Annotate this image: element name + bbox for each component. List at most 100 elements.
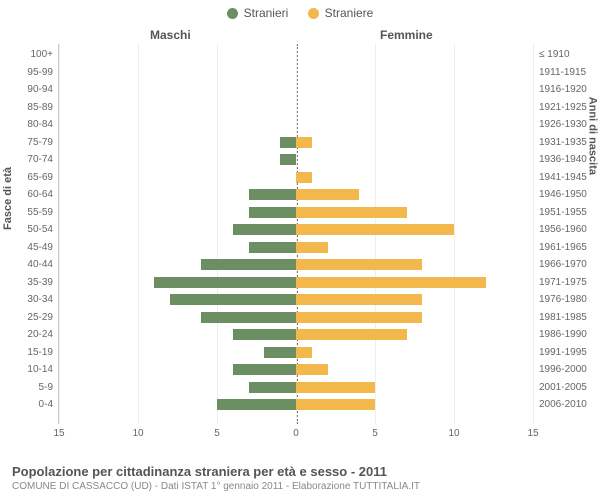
age-label: 85-89 <box>27 101 59 115</box>
age-label: 0-4 <box>39 398 59 412</box>
age-row: 50-541956-1960 <box>59 223 533 241</box>
x-tick-label: 10 <box>132 424 143 439</box>
age-row: 85-891921-1925 <box>59 101 533 119</box>
age-row: 80-841926-1930 <box>59 118 533 136</box>
column-header-female: Femmine <box>380 28 433 42</box>
age-label: 45-49 <box>27 241 59 255</box>
age-label: 100+ <box>30 48 59 62</box>
birth-year-label: 1991-1995 <box>533 346 587 360</box>
birth-year-label: 1941-1945 <box>533 171 587 185</box>
birth-year-label: 1966-1970 <box>533 258 587 272</box>
birth-year-label: 1956-1960 <box>533 223 587 237</box>
bar-male <box>249 207 296 218</box>
age-label: 55-59 <box>27 206 59 220</box>
population-pyramid-chart: Stranieri Straniere Maschi Femmine Fasce… <box>0 0 600 500</box>
age-row: 0-42006-2010 <box>59 398 533 416</box>
age-row: 55-591951-1955 <box>59 206 533 224</box>
age-row: 40-441966-1970 <box>59 258 533 276</box>
bar-female <box>296 277 486 288</box>
bar-female <box>296 207 407 218</box>
bar-male <box>233 329 296 340</box>
birth-year-label: 1911-1915 <box>533 66 586 80</box>
age-row: 65-691941-1945 <box>59 171 533 189</box>
age-row: 75-791931-1935 <box>59 136 533 154</box>
bar-female <box>296 347 312 358</box>
x-tick-label: 0 <box>293 424 299 439</box>
age-row: 15-191991-1995 <box>59 346 533 364</box>
birth-year-label: 1926-1930 <box>533 118 587 132</box>
bar-male <box>233 224 296 235</box>
bar-female <box>296 382 375 393</box>
age-label: 10-14 <box>27 363 59 377</box>
age-row: 5-92001-2005 <box>59 381 533 399</box>
x-tick-label: 5 <box>372 424 378 439</box>
age-label: 95-99 <box>27 66 59 80</box>
bar-female <box>296 172 312 183</box>
bar-male <box>233 364 296 375</box>
age-row: 30-341976-1980 <box>59 293 533 311</box>
age-label: 60-64 <box>27 188 59 202</box>
age-label: 90-94 <box>27 83 59 97</box>
birth-year-label: 1996-2000 <box>533 363 587 377</box>
birth-year-label: 1971-1975 <box>533 276 587 290</box>
age-row: 95-991911-1915 <box>59 66 533 84</box>
bar-male <box>280 137 296 148</box>
bar-female <box>296 189 359 200</box>
age-label: 5-9 <box>39 381 59 395</box>
bar-female <box>296 312 422 323</box>
bar-female <box>296 329 407 340</box>
age-label: 15-19 <box>27 346 59 360</box>
age-label: 25-29 <box>27 311 59 325</box>
birth-year-label: 2001-2005 <box>533 381 587 395</box>
plot-area: 055101015150-42006-20105-92001-200510-14… <box>58 44 534 424</box>
bar-male <box>201 312 296 323</box>
birth-year-label: 1981-1985 <box>533 311 587 325</box>
chart-title: Popolazione per cittadinanza straniera p… <box>12 464 588 479</box>
bar-female <box>296 137 312 148</box>
bar-female <box>296 364 328 375</box>
birth-year-label: 1976-1980 <box>533 293 587 307</box>
chart-subtitle: COMUNE DI CASSACCO (UD) - Dati ISTAT 1° … <box>12 481 588 492</box>
birth-year-label: 1921-1925 <box>533 101 587 115</box>
column-header-male: Maschi <box>150 28 191 42</box>
age-label: 40-44 <box>27 258 59 272</box>
bar-male <box>249 242 296 253</box>
bar-male <box>280 154 296 165</box>
age-label: 20-24 <box>27 328 59 342</box>
age-label: 35-39 <box>27 276 59 290</box>
bar-male <box>249 189 296 200</box>
age-row: 45-491961-1965 <box>59 241 533 259</box>
age-row: 10-141996-2000 <box>59 363 533 381</box>
x-tick-label: 15 <box>527 424 538 439</box>
age-row: 25-291981-1985 <box>59 311 533 329</box>
age-row: 70-741936-1940 <box>59 153 533 171</box>
birth-year-label: 1946-1950 <box>533 188 587 202</box>
birth-year-label: 1916-1920 <box>533 83 587 97</box>
age-label: 50-54 <box>27 223 59 237</box>
birth-year-label: 2006-2010 <box>533 398 587 412</box>
legend-swatch-female <box>308 8 319 19</box>
x-tick-label: 5 <box>214 424 220 439</box>
age-row: 100+≤ 1910 <box>59 48 533 66</box>
bar-female <box>296 242 328 253</box>
x-tick-label: 10 <box>448 424 459 439</box>
bar-male <box>217 399 296 410</box>
birth-year-label: ≤ 1910 <box>533 48 570 62</box>
y-axis-right-title: Anni di nascita <box>586 97 598 175</box>
age-row: 35-391971-1975 <box>59 276 533 294</box>
age-label: 65-69 <box>27 171 59 185</box>
bar-male <box>264 347 296 358</box>
bar-male <box>201 259 296 270</box>
legend: Stranieri Straniere <box>0 6 600 22</box>
legend-label-male: Stranieri <box>244 6 289 20</box>
bar-female <box>296 399 375 410</box>
y-axis-left-title: Fasce di età <box>2 167 14 230</box>
birth-year-label: 1961-1965 <box>533 241 587 255</box>
age-row: 90-941916-1920 <box>59 83 533 101</box>
bar-male <box>249 382 296 393</box>
bar-female <box>296 294 422 305</box>
birth-year-label: 1951-1955 <box>533 206 587 220</box>
x-tick-label: 15 <box>53 424 64 439</box>
bar-male <box>154 277 296 288</box>
birth-year-label: 1931-1935 <box>533 136 587 150</box>
